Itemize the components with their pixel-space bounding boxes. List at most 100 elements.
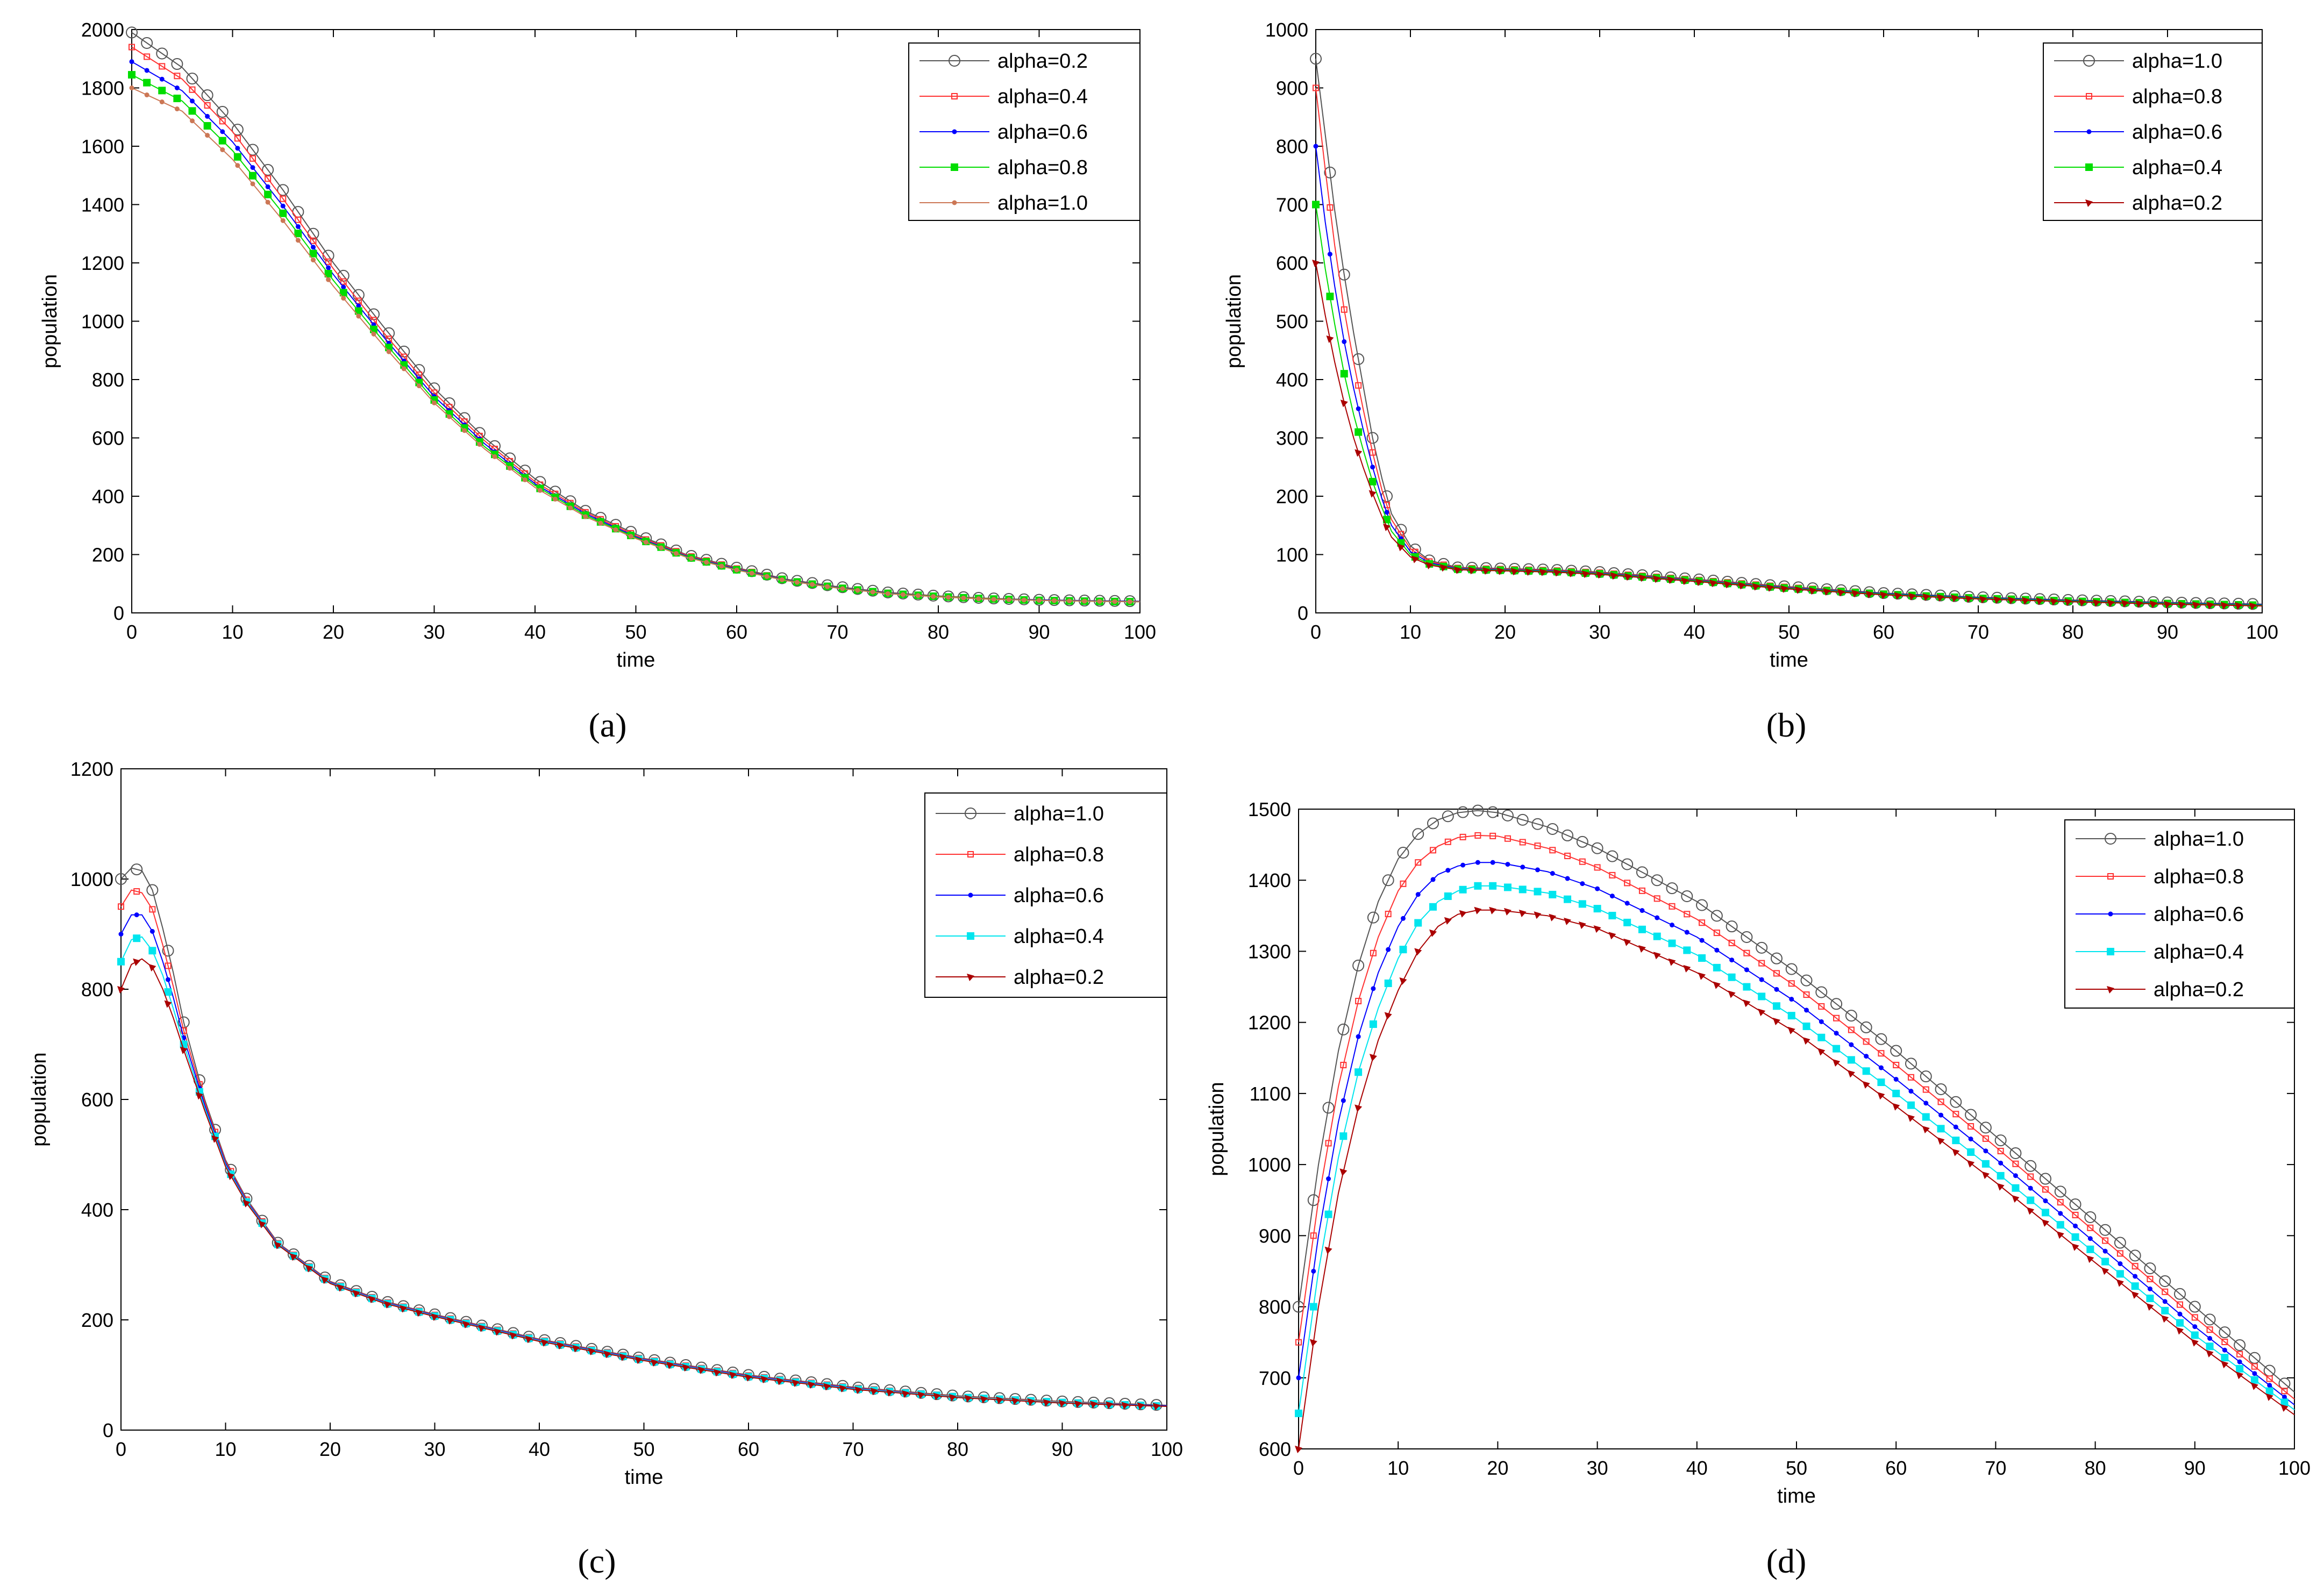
panel-d-series-0-marker-59: [2174, 1288, 2186, 1300]
panel-d-series-3-marker-35: [1817, 1033, 1826, 1041]
panel-a-series-4-marker-16: [371, 331, 376, 337]
panel-c-series-4-marker-22: [462, 1320, 470, 1328]
panel-c-ytick-label-1: 200: [81, 1309, 113, 1331]
panel-a-legend-4-marker-0: [952, 200, 957, 205]
panel-b-series-4-marker-62: [2192, 601, 2200, 609]
panel-a-legend-3-marker-0: [951, 163, 958, 171]
chart-c: 0 10 20 30 40 50 60 70 80 90 100020040060080010001…: [28, 758, 1183, 1489]
panel-d-series-0-marker-22: [1621, 858, 1634, 870]
panel-a-series-4-marker-21: [447, 414, 452, 419]
panel-b-series-4-marker-15: [1525, 568, 1532, 576]
panel-b-series-4-marker-11: [1468, 567, 1476, 575]
panel-d-series-3-marker-1: [1309, 1303, 1317, 1311]
panel-a-ytick-label-10: 2000: [81, 19, 124, 41]
panel-c-series-4-marker-56: [995, 1396, 1003, 1404]
panel-c-series-4-marker-24: [494, 1328, 502, 1336]
panel-d-series-0-marker-61: [2204, 1313, 2216, 1326]
panel-a-legend: alpha=0.2 alpha=0.4 alpha=0.6 alpha=0.8 alph…: [908, 42, 1140, 221]
panel-d-series-0-marker-16: [1531, 818, 1544, 830]
panel-a-series-4-marker-10: [280, 218, 286, 223]
panel-c-legend-1-marker-0: [967, 851, 974, 858]
panel-d-series-1-marker-44: [1952, 1111, 1959, 1118]
panel-d-legend-label-0: alpha=1.0: [2154, 828, 2244, 851]
panel-d-series-1-marker-22: [1624, 880, 1631, 887]
panel-d-series-1-marker-8: [1415, 859, 1422, 866]
panel-d-series-1-marker-23: [1638, 887, 1645, 894]
panel-c-series-4-marker-13: [321, 1276, 329, 1284]
panel-a-xlabel: time: [617, 649, 655, 671]
panel-a-legend-1-marker-0: [951, 93, 958, 99]
panel-d-series-1-marker-12: [1474, 832, 1481, 839]
panel-d-series-2-marker-13: [1490, 860, 1495, 865]
panel-a-xtick-label-3: 30: [423, 621, 445, 643]
panel-d-series-3-marker-40: [1892, 1089, 1900, 1097]
panel-a-series-1-marker-2: [159, 63, 166, 70]
panel-a-series-1-marker-13: [325, 258, 332, 265]
panel-a-series-4-marker-57: [991, 597, 996, 602]
panel-c-series-4-marker-44: [807, 1381, 815, 1389]
panel-d-series-1-marker-19: [1579, 858, 1586, 865]
panel-a-xtick-label-5: 50: [625, 621, 646, 643]
panel-a-series-1-marker-8: [249, 155, 256, 162]
panel-a-series-4-marker-40: [734, 567, 739, 573]
panel-b-series-4-marker-46: [1965, 595, 1973, 603]
panel-d-legend-4-marker-0: [2107, 986, 2114, 994]
panel-d-series-2-marker-54: [2102, 1248, 2108, 1254]
panel-d-series-3-marker-7: [1399, 946, 1407, 954]
panel-b-series-4-marker-55: [2093, 599, 2100, 607]
panel-c-xtick-label-3: 30: [424, 1438, 445, 1460]
panel-d-series-3-marker-2: [1324, 1210, 1332, 1218]
panel-b-xtick-label-1: 10: [1400, 621, 1421, 643]
panel-d-series-0-marker-47: [1994, 1134, 2007, 1147]
panel-d-series-1-marker-47: [1997, 1147, 2004, 1154]
panel-d-series-4-marker-25: [1668, 958, 1676, 966]
panel-b-series-1-marker-3: [1355, 382, 1362, 389]
panel-b-series-4-marker-19: [1581, 570, 1589, 578]
panel-d-ytick-label-3: 900: [1259, 1225, 1291, 1247]
panel-d-series-1-marker-53: [2087, 1224, 2094, 1231]
panel-d-series-1-marker-57: [2147, 1275, 2154, 1282]
panel-a-series-3-marker-9: [264, 190, 272, 198]
panel-a-series-2-marker-5: [205, 113, 210, 119]
panel-d-series-4-marker-55: [2116, 1279, 2124, 1287]
panel-b-legend-label-1: alpha=0.8: [2132, 85, 2222, 108]
panel-c-series-2-marker-0: [118, 932, 124, 937]
panel-b-series-4: [1312, 260, 2263, 610]
panel-a-series-3-marker-10: [279, 209, 287, 217]
panel-d-series-1-marker-21: [1609, 871, 1616, 878]
panel-d-series-3-marker-32: [1772, 1002, 1780, 1010]
panel-b-ytick-label-1: 100: [1276, 544, 1308, 566]
panel-b-series-4-marker-44: [1936, 594, 1944, 602]
panel-d-series-1-marker-30: [1743, 949, 1750, 956]
panel-d-series-4-marker-42: [1922, 1126, 1930, 1134]
panel-d-series-0-marker-2: [1322, 1102, 1335, 1114]
panel-a-series-4-marker-29: [568, 505, 573, 511]
panel-d-series-3-marker-10: [1444, 892, 1452, 900]
panel-a-series-2-marker-13: [326, 265, 331, 270]
panel-d-xlabel: time: [1777, 1485, 1816, 1508]
chart-b: 0 10 20 30 40 50 60 70 80 90 100010020030040050060…: [1223, 19, 2278, 671]
panel-d-series-1-marker-41: [1907, 1074, 1914, 1081]
panel-d-series-2-marker-24: [1655, 915, 1660, 920]
panel-d-series-2-marker-5: [1371, 986, 1376, 991]
panel-d-series-2-marker-9: [1430, 877, 1436, 882]
panel-d-series-3-marker-21: [1608, 912, 1616, 920]
panel-c-legend-label-1: alpha=0.8: [1014, 844, 1104, 866]
panel-c-series-4-marker-33: [635, 1356, 643, 1364]
panel-b-series-4-marker-21: [1610, 572, 1618, 580]
panel-d-series-2-marker-33: [1789, 997, 1794, 1002]
panel-d-ylabel: population: [1206, 1082, 1228, 1176]
panel-d-series-1-marker-14: [1504, 835, 1511, 842]
panel-d-series-3-marker-43: [1937, 1125, 1945, 1133]
panel-a-series-4-marker-35: [658, 545, 664, 551]
panel-d-series-2-marker-44: [1953, 1124, 1958, 1130]
panel-d-series-2-marker-28: [1714, 947, 1720, 953]
panel-d-series-4-marker-16: [1534, 911, 1542, 919]
panel-a-series-4-marker-58: [1006, 597, 1011, 602]
panel-c-xtick-label-9: 90: [1051, 1438, 1073, 1460]
panel-d-series-3-marker-31: [1758, 992, 1766, 1001]
panel-a-ylabel: population: [39, 274, 61, 368]
panel-b-series-4-marker-63: [2206, 602, 2214, 610]
panel-a-legend-0-marker-0: [949, 55, 960, 67]
panel-a-series-4-line: [131, 87, 1140, 603]
